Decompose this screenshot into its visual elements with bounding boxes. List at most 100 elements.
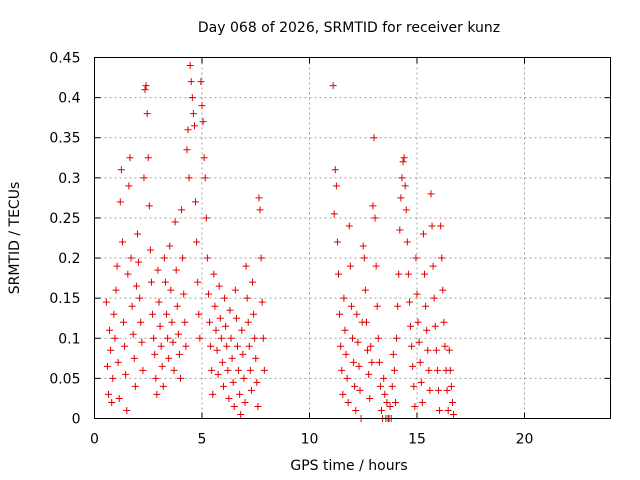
data-point xyxy=(218,358,226,366)
data-point xyxy=(333,238,341,246)
data-point xyxy=(140,174,148,182)
data-point xyxy=(123,406,131,414)
data-point xyxy=(425,366,433,374)
data-point xyxy=(172,266,180,274)
data-point xyxy=(251,334,259,342)
data-point xyxy=(166,242,174,250)
data-point xyxy=(398,174,406,182)
data-point xyxy=(124,270,132,278)
data-point xyxy=(331,166,339,174)
data-point xyxy=(214,370,222,378)
data-point xyxy=(204,290,212,298)
data-points xyxy=(102,62,458,422)
data-point xyxy=(413,290,421,298)
data-point xyxy=(371,214,379,222)
data-point xyxy=(118,238,126,246)
data-point xyxy=(376,382,384,390)
data-point xyxy=(150,334,158,342)
data-point xyxy=(184,126,192,134)
data-point xyxy=(127,254,135,262)
data-point xyxy=(347,302,355,310)
data-point xyxy=(258,298,266,306)
data-point xyxy=(226,306,234,314)
data-point xyxy=(378,406,386,414)
data-point xyxy=(146,246,154,254)
data-point xyxy=(112,286,120,294)
data-point xyxy=(174,330,182,338)
data-point xyxy=(338,366,346,374)
data-point xyxy=(201,174,209,182)
data-point xyxy=(240,374,248,382)
data-point xyxy=(188,94,196,102)
data-point xyxy=(198,102,206,110)
data-point xyxy=(350,358,358,366)
data-point xyxy=(145,202,153,210)
data-point xyxy=(158,362,166,370)
data-point xyxy=(390,366,398,374)
data-point xyxy=(151,350,159,358)
data-point xyxy=(365,370,373,378)
data-point xyxy=(195,310,203,318)
data-point xyxy=(102,298,110,306)
data-point xyxy=(405,298,413,306)
data-point xyxy=(194,278,202,286)
data-point xyxy=(428,222,436,230)
data-point xyxy=(443,386,451,394)
data-point xyxy=(392,398,399,406)
data-point xyxy=(412,254,420,262)
data-point xyxy=(239,350,247,358)
x-axis-label: GPS time / hours xyxy=(290,458,407,474)
data-point xyxy=(429,262,437,270)
data-point xyxy=(233,342,241,350)
data-point xyxy=(125,182,133,190)
data-point xyxy=(349,334,356,342)
data-point xyxy=(415,338,423,346)
data-point xyxy=(353,310,361,318)
data-point xyxy=(229,378,237,386)
data-point xyxy=(367,342,375,350)
data-point xyxy=(111,334,119,342)
data-point xyxy=(418,398,426,406)
data-point xyxy=(241,398,249,406)
data-point xyxy=(108,398,116,406)
y-tick-label: 0.4 xyxy=(58,91,80,107)
data-point xyxy=(336,310,344,318)
data-point xyxy=(362,318,370,326)
data-point xyxy=(249,278,257,286)
data-point xyxy=(340,294,348,302)
data-point xyxy=(183,146,191,154)
data-point xyxy=(396,226,404,234)
data-point xyxy=(394,302,402,310)
data-point xyxy=(212,326,220,334)
data-point xyxy=(419,230,427,238)
data-point xyxy=(137,318,145,326)
data-point xyxy=(424,346,432,354)
data-point xyxy=(207,342,215,350)
data-point xyxy=(232,314,240,322)
data-point xyxy=(160,254,168,262)
data-point xyxy=(346,262,354,270)
data-point xyxy=(395,270,403,278)
data-point xyxy=(128,302,136,310)
data-point xyxy=(341,326,349,334)
x-tick-label: 5 xyxy=(198,432,207,448)
axis-ticks xyxy=(94,57,611,419)
data-point xyxy=(435,386,442,394)
data-point xyxy=(109,374,117,382)
data-point xyxy=(193,238,201,246)
data-point xyxy=(135,258,143,266)
data-point xyxy=(243,294,251,302)
data-point xyxy=(138,338,146,346)
data-point xyxy=(126,154,134,162)
data-point xyxy=(152,374,160,382)
data-point xyxy=(200,154,208,162)
data-point xyxy=(142,82,150,90)
data-point xyxy=(345,222,353,230)
data-point xyxy=(380,374,388,382)
data-point xyxy=(131,382,139,390)
data-point xyxy=(246,366,254,374)
data-point xyxy=(203,254,211,262)
data-point xyxy=(223,342,231,350)
data-point xyxy=(409,362,417,370)
data-point xyxy=(366,394,374,402)
